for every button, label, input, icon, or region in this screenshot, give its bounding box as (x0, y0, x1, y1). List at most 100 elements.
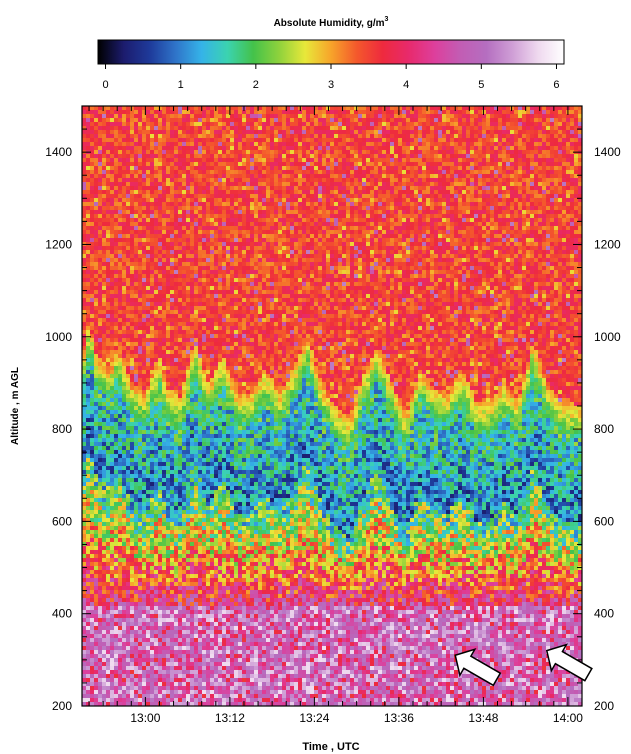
heat-cell (182, 198, 186, 202)
heat-cell (162, 338, 166, 342)
heat-cell (134, 246, 138, 250)
heat-cell (158, 518, 162, 522)
heat-cell (174, 334, 178, 338)
heat-cell (126, 298, 130, 302)
heat-cell (194, 314, 198, 318)
heat-cell (210, 578, 214, 582)
heat-cell (146, 486, 150, 490)
heat-cell (94, 350, 98, 354)
heat-cell (146, 230, 150, 234)
heat-cell (162, 670, 166, 674)
heat-cell (150, 542, 154, 546)
heat-cell (206, 630, 210, 634)
heat-cell (118, 266, 122, 270)
heat-cell (142, 434, 146, 438)
heat-cell (170, 130, 174, 134)
heat-cell (86, 230, 90, 234)
heat-cell (206, 506, 210, 510)
heat-cell (202, 282, 206, 286)
heat-cell (126, 334, 130, 338)
heat-cell (206, 250, 210, 254)
heat-cell (162, 478, 166, 482)
heat-cell (162, 178, 166, 182)
heat-cell (154, 386, 158, 390)
heat-cell (174, 254, 178, 258)
heat-cell (210, 242, 214, 246)
heat-cell (142, 318, 146, 322)
heat-cell (182, 418, 186, 422)
heat-cell (182, 638, 186, 642)
heat-cell (186, 498, 190, 502)
heat-cell (130, 130, 134, 134)
heat-cell (186, 674, 190, 678)
heat-cell (146, 138, 150, 142)
heat-cell (118, 638, 122, 642)
heat-cell (174, 274, 178, 278)
heat-cell (130, 266, 134, 270)
heat-cell (158, 686, 162, 690)
heat-cell (162, 238, 166, 242)
heat-cell (134, 138, 138, 142)
heat-cell (110, 434, 114, 438)
heat-cell (86, 678, 90, 682)
heat-cell (90, 186, 94, 190)
heat-cell (190, 610, 194, 614)
heat-cell (102, 482, 106, 486)
heat-cell (94, 610, 98, 614)
heat-cell (90, 354, 94, 358)
heat-cell (122, 638, 126, 642)
heat-cell (122, 254, 126, 258)
heat-cell (178, 266, 182, 270)
heat-cell (174, 398, 178, 402)
heat-cell (102, 130, 106, 134)
heat-cell (162, 366, 166, 370)
heat-cell (98, 210, 102, 214)
heat-cell (166, 386, 170, 390)
heat-cell (182, 286, 186, 290)
heat-cell (130, 410, 134, 414)
heat-cell (202, 422, 206, 426)
heat-cell (134, 498, 138, 502)
heat-cell (210, 442, 214, 446)
heat-cell (142, 322, 146, 326)
heat-cell (142, 182, 146, 186)
heat-cell (158, 482, 162, 486)
heat-cell (206, 562, 210, 566)
heat-cell (134, 566, 138, 570)
heat-cell (106, 278, 110, 282)
heat-cell (178, 258, 182, 262)
heat-cell (118, 182, 122, 186)
heat-cell (114, 282, 118, 286)
heat-cell (166, 438, 170, 442)
heat-cell (114, 150, 118, 154)
heat-cell (106, 254, 110, 258)
heat-cell (210, 674, 214, 678)
heat-cell (134, 258, 138, 262)
heat-cell (138, 658, 142, 662)
heat-cell (130, 590, 134, 594)
heat-cell (198, 618, 202, 622)
heat-cell (102, 290, 106, 294)
heat-cell (166, 450, 170, 454)
heat-cell (98, 458, 102, 462)
heat-cell (198, 382, 202, 386)
heat-cell (130, 150, 134, 154)
heat-cell (158, 278, 162, 282)
heat-cell (162, 386, 166, 390)
heat-cell (182, 298, 186, 302)
heat-cell (178, 530, 182, 534)
heat-cell (174, 146, 178, 150)
heat-cell (138, 286, 142, 290)
heat-cell (154, 318, 158, 322)
heat-cell (150, 658, 154, 662)
heat-cell (134, 518, 138, 522)
heat-cell (182, 238, 186, 242)
heat-cell (106, 154, 110, 158)
heat-cell (194, 430, 198, 434)
heat-cell (170, 150, 174, 154)
heat-cell (198, 474, 202, 478)
heat-cell (210, 366, 214, 370)
heat-cell (162, 526, 166, 530)
heat-cell (114, 642, 118, 646)
heat-cell (202, 182, 206, 186)
